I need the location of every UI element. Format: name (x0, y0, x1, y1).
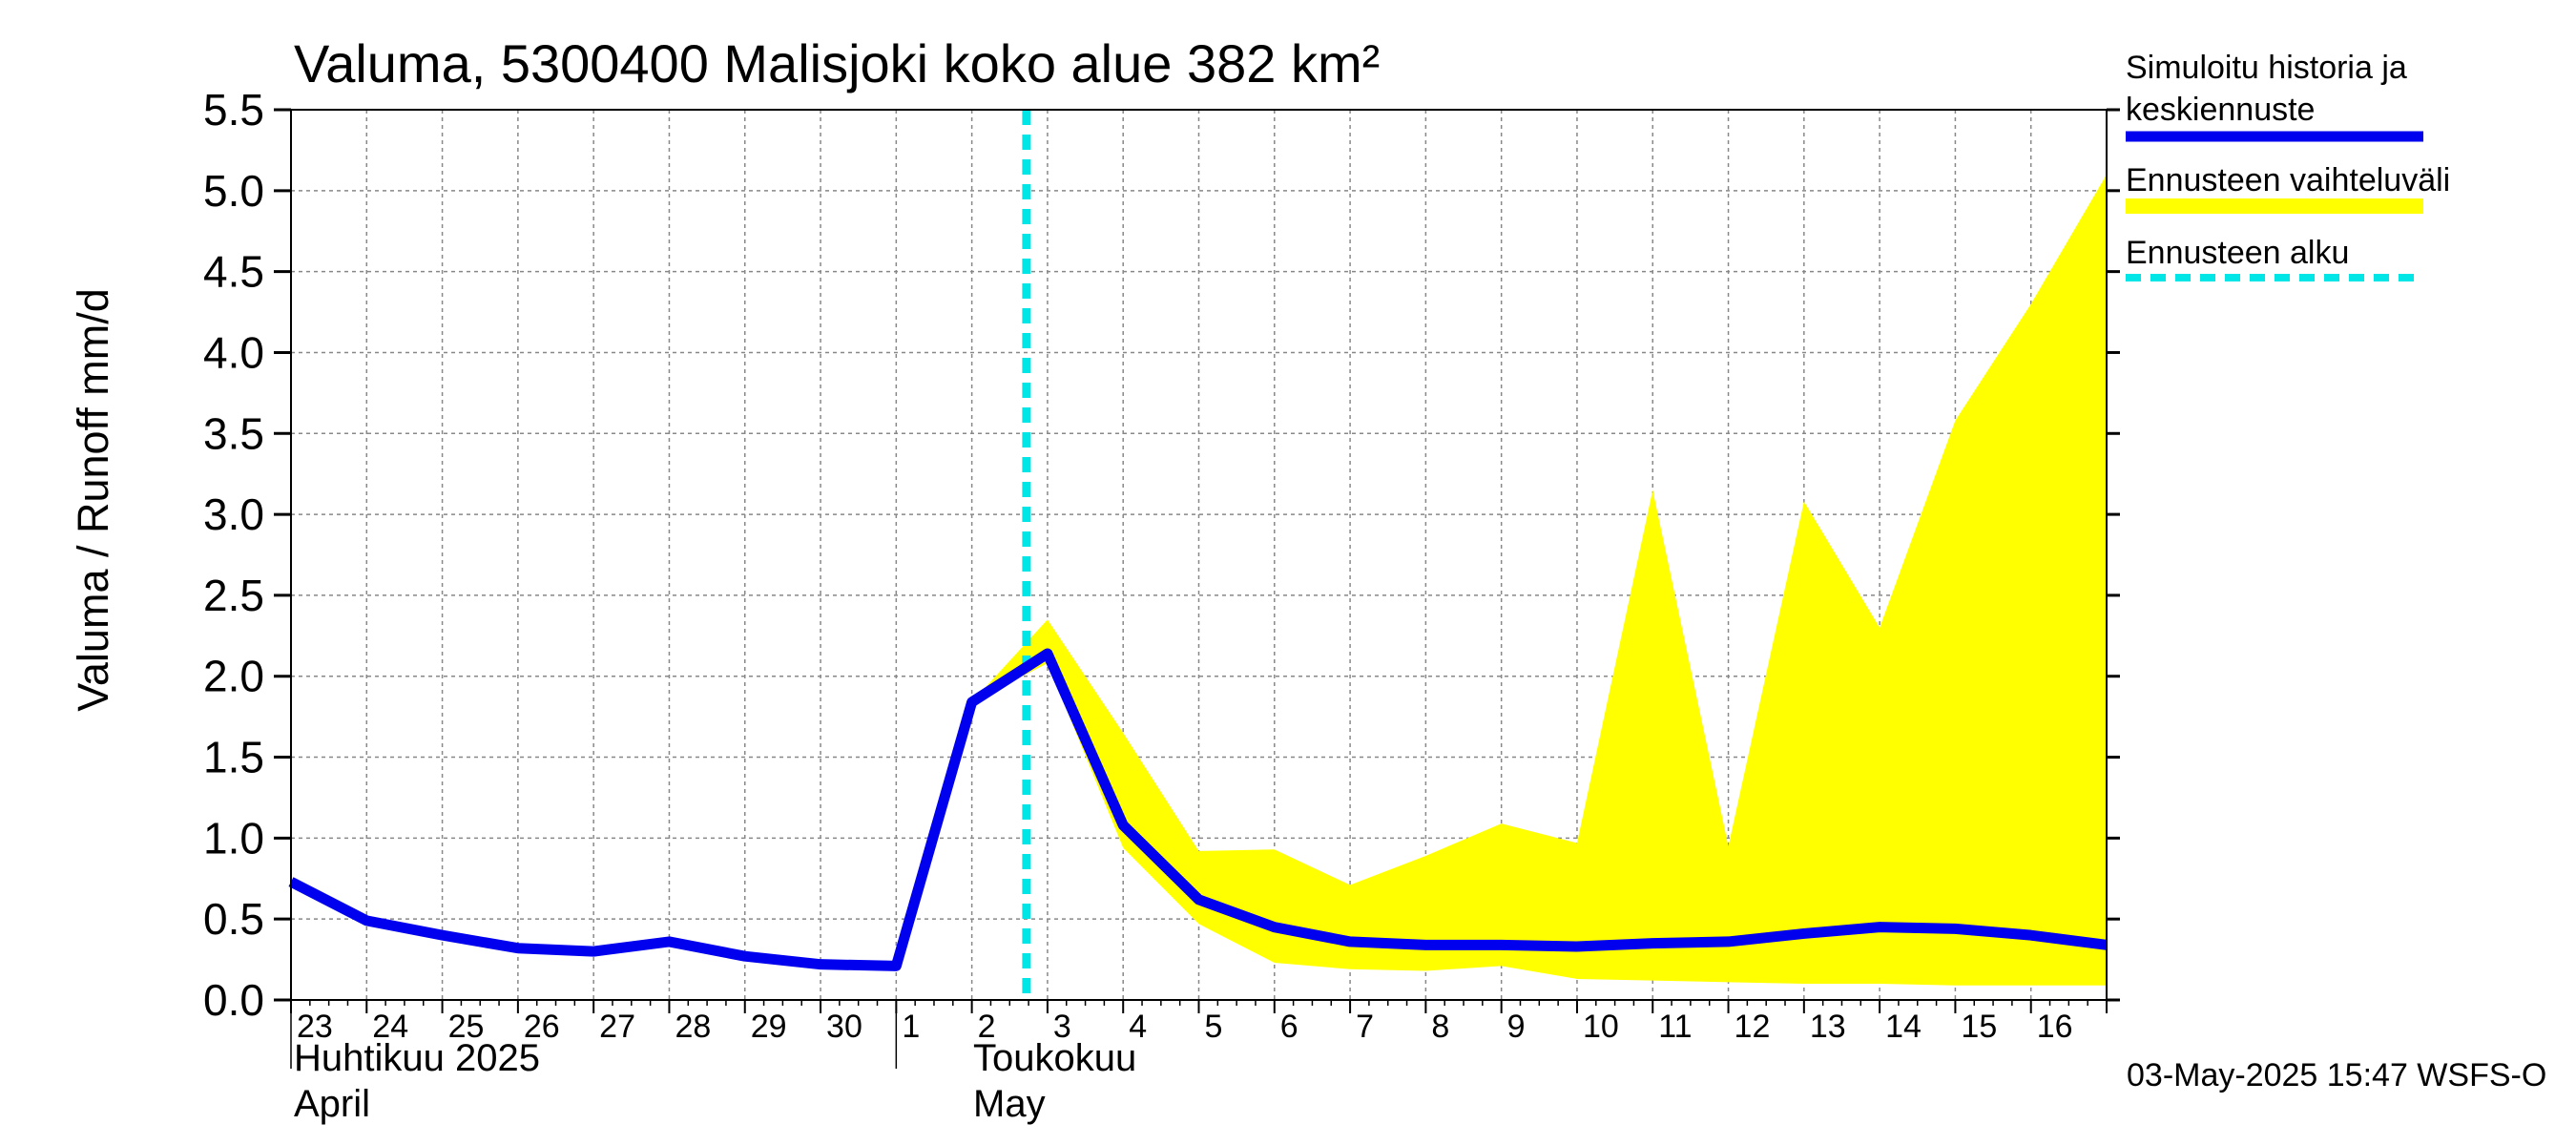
series-lines (288, 110, 2108, 1000)
x-axis: 23 24 25 26 27 28 29 30 1 2 3 4 5 6 7 8 9 10 11 12 13 14 15 16 (290, 1000, 2108, 1069)
x-tick-label: 24 (372, 1009, 408, 1045)
y-tick-label: 4.0 (203, 327, 264, 377)
x-tick-label: 29 (751, 1009, 787, 1045)
y-tick-label: 2.0 (203, 652, 264, 701)
x-tick-label: 4 (1129, 1009, 1147, 1045)
x-tick-label: 14 (1885, 1009, 1922, 1045)
month-label-may-fi: Toukokuu (973, 1037, 1137, 1079)
x-tick-label: 7 (1356, 1009, 1374, 1045)
x-tick-label: 1 (902, 1009, 920, 1045)
x-tick-label: 3 (1053, 1009, 1071, 1045)
x-tick-label: 12 (1735, 1009, 1771, 1045)
chart-title: Valuma, 5300400 Malisjoki koko alue 382 … (294, 33, 1381, 94)
x-tick-label: 6 (1280, 1009, 1298, 1045)
y-tick-label: 3.0 (203, 489, 264, 539)
y-tick-label: 3.5 (203, 408, 264, 458)
y-tick-label: 0.0 (203, 975, 264, 1025)
month-label-may-en: May (973, 1083, 1046, 1125)
x-tick-label: 5 (1205, 1009, 1223, 1045)
y-tick-label: 0.5 (203, 894, 264, 944)
legend-label-range: Ennusteen vaihteluväli (2126, 162, 2451, 198)
x-tick-label: 11 (1658, 1009, 1692, 1045)
x-tick-label: 27 (599, 1009, 635, 1045)
legend-label-mean-line1: Simuloitu historia ja (2126, 50, 2407, 86)
y-tick-label: 5.5 (203, 85, 264, 135)
legend-label-mean-line2: keskiennuste (2126, 92, 2316, 128)
month-label-april-fi: Huhtikuu 2025 (294, 1037, 540, 1079)
y-axis: 0.0 0.5 1.0 1.5 2.0 2.5 3.0 3.5 4.0 4.5 5.0 5.5 (203, 85, 2120, 1025)
x-tick-label: 23 (297, 1009, 333, 1045)
x-tick-label: 13 (1810, 1009, 1846, 1045)
y-tick-label: 2.5 (203, 571, 264, 620)
x-tick-label: 10 (1583, 1009, 1619, 1045)
y-axis-label: Valuma / Runoff mm/d (69, 288, 117, 712)
y-tick-label: 4.5 (203, 247, 264, 297)
forecast-range (971, 174, 2107, 986)
legend-label-forecast-start: Ennusteen alku (2126, 235, 2350, 271)
x-tick-label: 9 (1507, 1009, 1526, 1045)
y-tick-label: 1.0 (203, 813, 264, 863)
y-tick-label: 1.5 (203, 733, 264, 782)
x-tick-label: 25 (448, 1009, 485, 1045)
legend-swatches (2126, 131, 2423, 281)
x-tick-label: 16 (2037, 1009, 2073, 1045)
x-tick-label: 8 (1431, 1009, 1449, 1045)
month-label-april-en: April (294, 1083, 371, 1125)
x-tick-label: 26 (524, 1009, 560, 1045)
forecast-range-area (971, 174, 2107, 986)
timestamp: 03-May-2025 15:47 WSFS-O (2127, 1057, 2547, 1093)
y-tick-label: 5.0 (203, 166, 264, 216)
x-tick-label: 28 (675, 1009, 711, 1045)
x-tick-label: 2 (978, 1009, 996, 1045)
x-tick-label: 15 (1961, 1009, 1997, 1045)
x-tick-label: 30 (826, 1009, 862, 1045)
